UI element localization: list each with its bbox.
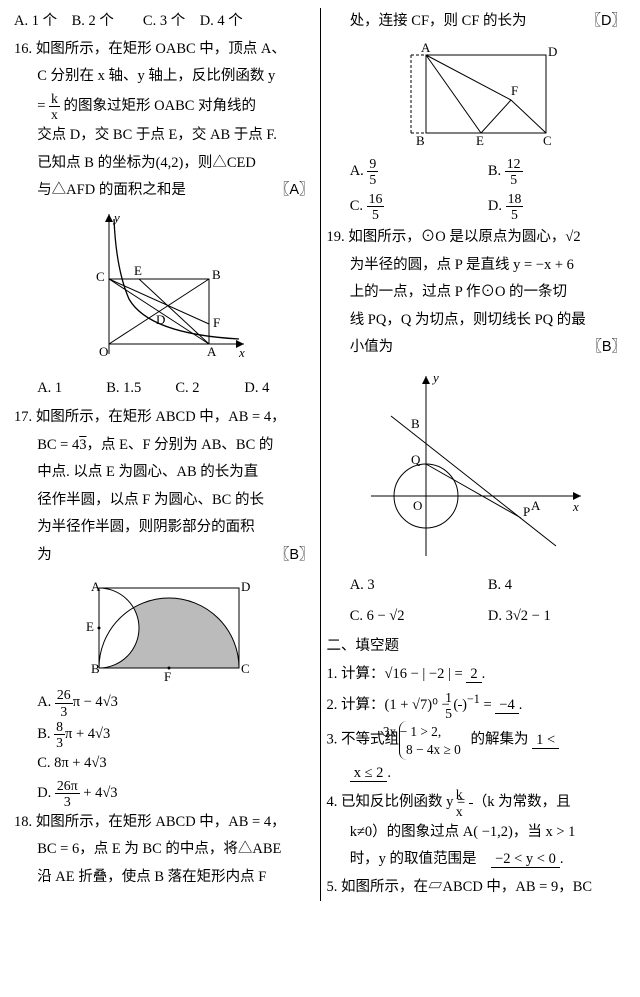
q17-l2: BC = 43，点 E、F 分别为 AB、BC 的 bbox=[14, 432, 314, 460]
q17-l6: 为〖B〗 bbox=[14, 542, 314, 570]
svg-text:F: F bbox=[511, 83, 518, 98]
q16-figure: O A B C D E F x y bbox=[14, 209, 314, 369]
q16-l6: 与△AFD 的面积之和是〖A〗 bbox=[14, 177, 314, 205]
fill-4c: 时，y 的取值范围是 −2 < y < 0. bbox=[327, 846, 627, 874]
q19-l3: 上的一点，过点 P 作⊙O 的一条切 bbox=[327, 279, 627, 307]
svg-text:F: F bbox=[213, 315, 220, 330]
q16-l5: 已知点 B 的坐标为(4,2)，则△CED bbox=[14, 150, 314, 178]
q16-options: A. 1B. 1.5C. 2D. 4 bbox=[14, 373, 314, 405]
fill-1: 1. 计算：√16 − | −2 | = 2. bbox=[327, 661, 627, 689]
q19-l5: 小值为〖B〗 bbox=[327, 334, 627, 362]
q18-l1: 18. 如图所示，在矩形 ABCD 中，AB = 4， bbox=[14, 809, 314, 837]
fill-5: 5. 如图所示，在▱ABCD 中，AB = 9，BC bbox=[327, 874, 627, 902]
q18-options: A. 95 B. 125 C. 165 D. 185 bbox=[327, 154, 627, 225]
svg-text:E: E bbox=[86, 619, 94, 634]
svg-text:y: y bbox=[112, 210, 120, 225]
fill-4b: k≠0）的图象过点 A( −1,2)，当 x > 1 bbox=[327, 819, 627, 847]
q18-figure: A B C D E F bbox=[327, 40, 627, 150]
svg-text:B: B bbox=[411, 416, 420, 431]
svg-text:y: y bbox=[431, 370, 439, 385]
svg-text:C: C bbox=[543, 133, 552, 148]
fill-2: 2. 计算：(1 + √7)⁰ − (15)−1 = −4. bbox=[327, 688, 627, 721]
svg-text:Q: Q bbox=[411, 452, 421, 467]
svg-text:A: A bbox=[91, 579, 101, 594]
svg-text:C: C bbox=[96, 269, 105, 284]
svg-text:D: D bbox=[548, 44, 557, 59]
q16-l1: 16. 如图所示，在矩形 OABC 中，顶点 A、 bbox=[14, 36, 314, 64]
svg-text:A: A bbox=[531, 498, 541, 513]
svg-text:x: x bbox=[572, 499, 579, 514]
q19-figure: O A B P Q x y bbox=[327, 366, 627, 566]
q17-optC: C. 8π + 4√3 bbox=[14, 750, 314, 778]
q17-optB: B. 83π + 4√3 bbox=[14, 719, 314, 750]
q16-l3: = kx 的图象过矩形 OABC 对角线的 bbox=[14, 91, 314, 122]
q17-optA: A. 263π − 4√3 bbox=[14, 687, 314, 718]
q19-l2: 为半径的圆，点 P 是直线 y = −x + 6 bbox=[327, 252, 627, 280]
q17-l5: 为半径作半圆，则阴影部分的面积 bbox=[14, 514, 314, 542]
svg-text:x: x bbox=[238, 345, 245, 360]
q17-l1: 17. 如图所示，在矩形 ABCD 中，AB = 4， bbox=[14, 404, 314, 432]
q19-options: A. 3B. 4 C. 6 − √2D. 3√2 − 1 bbox=[327, 570, 627, 633]
q19-l4: 线 PQ，Q 为切点，则切线长 PQ 的最 bbox=[327, 307, 627, 335]
q17-answer: 〖B〗 bbox=[275, 542, 314, 570]
section-2-title: 二、填空题 bbox=[327, 633, 627, 661]
svg-text:E: E bbox=[476, 133, 484, 148]
fill-3: 3. 不等式组3x − 1 > 2,8 − 4x ≥ 0 的解集为 1 < bbox=[327, 721, 627, 760]
svg-text:B: B bbox=[212, 267, 221, 282]
q17-figure: A B C D E F bbox=[14, 573, 314, 683]
fill-1-answer: 2 bbox=[466, 666, 481, 683]
svg-text:A: A bbox=[207, 344, 217, 359]
q18c-l1: 处，连接 CF，则 CF 的长为〖D〗 bbox=[327, 8, 627, 36]
q18-answer: 〖D〗 bbox=[587, 8, 626, 36]
q16-l2: C 分别在 x 轴、y 轴上，反比例函数 y bbox=[14, 63, 314, 91]
fill-4-answer: −2 < y < 0 bbox=[491, 851, 560, 868]
fill-2-answer: −4 bbox=[495, 697, 518, 714]
svg-text:A: A bbox=[421, 40, 431, 55]
q17-l3: 中点. 以点 E 为圆心、AB 的长为直 bbox=[14, 459, 314, 487]
q16-l4: 交点 D，交 BC 于点 E，交 AB 于点 F. bbox=[14, 122, 314, 150]
svg-text:O: O bbox=[99, 344, 108, 359]
q18-l2: BC = 6，点 E 为 BC 的中点，将△ABE bbox=[14, 836, 314, 864]
left-column: A. 1 个 B. 2 个 C. 3 个 D. 4 个 16. 如图所示，在矩形… bbox=[8, 8, 321, 901]
svg-text:D: D bbox=[241, 579, 250, 594]
svg-text:O: O bbox=[413, 498, 422, 513]
q17-l4: 径作半圆，以点 F 为圆心、BC 的长 bbox=[14, 487, 314, 515]
q19-l1: 19. 如图所示，⊙O 是以原点为圆心，√2 bbox=[327, 224, 627, 252]
svg-text:F: F bbox=[164, 669, 171, 683]
fill-3b: x ≤ 2. bbox=[327, 760, 627, 788]
svg-text:D: D bbox=[156, 312, 165, 327]
right-column: 处，连接 CF，则 CF 的长为〖D〗 A B C D E F A. 95 B.… bbox=[321, 8, 633, 901]
svg-text:C: C bbox=[241, 661, 250, 676]
svg-text:E: E bbox=[134, 263, 142, 278]
q18-l3: 沿 AE 折叠，使点 B 落在矩形内点 F bbox=[14, 864, 314, 892]
q15-options: A. 1 个 B. 2 个 C. 3 个 D. 4 个 bbox=[14, 8, 314, 36]
svg-text:B: B bbox=[91, 661, 100, 676]
q16-answer: 〖A〗 bbox=[275, 177, 314, 205]
q19-answer: 〖B〗 bbox=[587, 334, 626, 362]
q17-optD: D. 26π3 + 4√3 bbox=[14, 778, 314, 809]
fill-3-answer: x ≤ 2 bbox=[350, 765, 388, 782]
svg-text:B: B bbox=[416, 133, 425, 148]
fill-4: 4. 已知反比例函数 y = kx（k 为常数，且 bbox=[327, 787, 627, 818]
svg-text:P: P bbox=[523, 504, 530, 519]
